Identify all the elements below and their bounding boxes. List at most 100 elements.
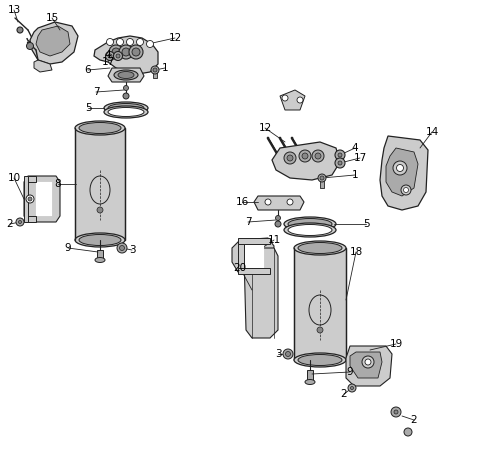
- Circle shape: [297, 97, 303, 103]
- Text: 5: 5: [363, 219, 369, 229]
- Circle shape: [391, 407, 401, 417]
- Text: 17: 17: [101, 57, 115, 67]
- Text: 2: 2: [411, 415, 417, 425]
- Text: 8: 8: [55, 179, 61, 189]
- Polygon shape: [36, 182, 52, 216]
- Polygon shape: [294, 248, 346, 360]
- Circle shape: [108, 54, 112, 58]
- Circle shape: [153, 68, 157, 72]
- Ellipse shape: [294, 353, 346, 367]
- Text: 10: 10: [7, 173, 21, 183]
- Ellipse shape: [118, 72, 134, 78]
- Ellipse shape: [298, 354, 342, 365]
- Circle shape: [17, 27, 23, 33]
- Circle shape: [338, 161, 342, 165]
- Circle shape: [302, 153, 308, 159]
- Polygon shape: [280, 90, 305, 110]
- Text: 4: 4: [105, 50, 111, 60]
- Circle shape: [146, 40, 154, 47]
- Circle shape: [119, 45, 133, 59]
- Circle shape: [276, 215, 280, 220]
- Polygon shape: [346, 346, 392, 386]
- Polygon shape: [153, 70, 157, 78]
- Ellipse shape: [305, 380, 315, 385]
- Circle shape: [151, 66, 159, 74]
- Circle shape: [265, 199, 271, 205]
- Polygon shape: [30, 22, 78, 64]
- Circle shape: [107, 39, 113, 45]
- Text: 17: 17: [353, 153, 367, 163]
- Circle shape: [348, 384, 356, 392]
- Ellipse shape: [294, 241, 346, 255]
- Circle shape: [127, 39, 133, 45]
- Circle shape: [350, 386, 353, 390]
- Circle shape: [275, 221, 281, 227]
- Circle shape: [117, 39, 123, 45]
- Polygon shape: [238, 238, 270, 244]
- Polygon shape: [244, 248, 278, 338]
- Circle shape: [318, 174, 326, 182]
- Circle shape: [106, 51, 115, 61]
- Polygon shape: [36, 26, 70, 56]
- Text: 14: 14: [425, 127, 439, 137]
- Text: 9: 9: [347, 367, 353, 377]
- Polygon shape: [97, 250, 103, 258]
- Circle shape: [109, 45, 123, 59]
- Circle shape: [287, 155, 293, 161]
- Polygon shape: [28, 176, 36, 182]
- Circle shape: [287, 199, 293, 205]
- Text: 7: 7: [93, 87, 99, 97]
- Text: 2: 2: [341, 389, 348, 399]
- Circle shape: [365, 359, 371, 365]
- Text: 6: 6: [84, 65, 91, 75]
- Ellipse shape: [114, 70, 138, 80]
- Ellipse shape: [284, 217, 336, 231]
- Circle shape: [283, 349, 293, 359]
- Circle shape: [113, 51, 122, 61]
- Ellipse shape: [104, 106, 148, 118]
- Ellipse shape: [108, 107, 144, 117]
- Ellipse shape: [288, 218, 332, 230]
- Text: 2: 2: [7, 219, 13, 229]
- Circle shape: [26, 43, 34, 50]
- Polygon shape: [350, 352, 382, 378]
- Circle shape: [117, 243, 127, 253]
- Circle shape: [284, 152, 296, 164]
- Circle shape: [26, 195, 34, 203]
- Polygon shape: [307, 370, 313, 380]
- Circle shape: [362, 356, 374, 368]
- Text: 9: 9: [65, 243, 72, 253]
- Ellipse shape: [90, 176, 110, 204]
- Circle shape: [335, 150, 345, 160]
- Ellipse shape: [79, 235, 121, 246]
- Text: 19: 19: [389, 339, 403, 349]
- Polygon shape: [24, 176, 28, 222]
- Ellipse shape: [284, 223, 336, 237]
- Circle shape: [404, 187, 408, 192]
- Ellipse shape: [75, 233, 125, 247]
- Circle shape: [404, 428, 412, 436]
- Circle shape: [282, 95, 288, 101]
- Circle shape: [335, 158, 345, 168]
- Text: 1: 1: [352, 170, 358, 180]
- Circle shape: [394, 410, 398, 414]
- Text: 12: 12: [258, 123, 272, 133]
- Polygon shape: [75, 128, 125, 240]
- Circle shape: [132, 48, 140, 56]
- Circle shape: [120, 246, 124, 251]
- Circle shape: [299, 150, 311, 162]
- Circle shape: [122, 48, 130, 56]
- Ellipse shape: [288, 224, 332, 235]
- Text: 18: 18: [349, 247, 362, 257]
- Text: 4: 4: [352, 143, 358, 153]
- Circle shape: [116, 54, 120, 58]
- Circle shape: [338, 153, 342, 157]
- Circle shape: [393, 161, 407, 175]
- Text: 3: 3: [129, 245, 135, 255]
- Circle shape: [112, 48, 120, 56]
- Polygon shape: [108, 68, 144, 82]
- Polygon shape: [254, 196, 304, 210]
- Text: 3: 3: [275, 349, 281, 359]
- Polygon shape: [238, 244, 244, 268]
- Circle shape: [136, 39, 144, 45]
